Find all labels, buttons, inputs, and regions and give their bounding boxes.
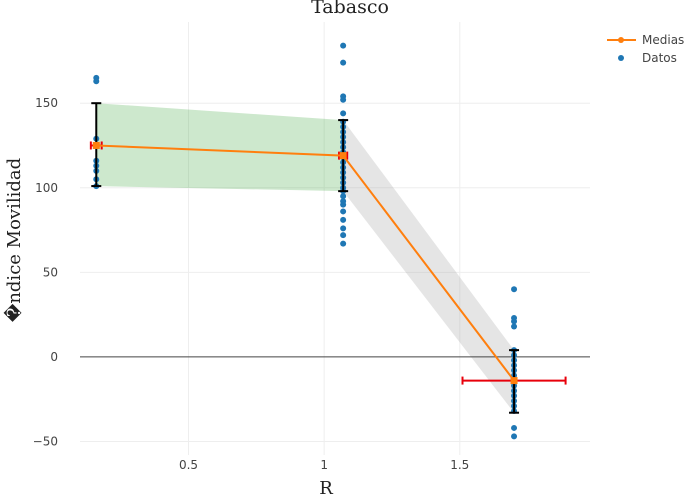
data-point <box>340 208 347 215</box>
x-axis-title: R <box>319 478 333 499</box>
x-tick-label: 0.5 <box>179 458 198 472</box>
data-point <box>340 193 347 200</box>
y-tick-label: 100 <box>35 181 58 195</box>
data-point <box>511 433 518 440</box>
grid <box>80 22 590 455</box>
data-point <box>340 216 347 223</box>
legend-item-datos[interactable]: Datos <box>618 51 677 65</box>
mean-marker <box>339 152 347 160</box>
data-point <box>340 201 347 208</box>
legend: Medias Datos <box>607 33 684 65</box>
data-point <box>340 96 347 103</box>
y-tick-label: 150 <box>35 96 58 110</box>
data-point <box>340 42 347 49</box>
data-point <box>93 78 100 85</box>
legend-label-medias: Medias <box>642 33 684 47</box>
y-axis-title: �ndice Movilidad <box>3 158 25 322</box>
data-point <box>511 424 518 431</box>
data-point <box>511 286 518 293</box>
legend-item-medias[interactable]: Medias <box>607 33 684 47</box>
y-tick-label: 0 <box>50 350 58 364</box>
data-point <box>511 318 518 325</box>
mean-marker <box>92 141 100 149</box>
legend-marker-datos <box>618 55 624 61</box>
data-point <box>340 232 347 239</box>
band-green <box>96 103 344 192</box>
x-tick-label: 1 <box>320 458 328 472</box>
chart-title: Tabasco <box>311 0 389 18</box>
data-point <box>340 225 347 232</box>
confidence-bands <box>96 103 515 413</box>
data-point <box>511 323 518 330</box>
band-gray <box>343 120 515 413</box>
legend-label-datos: Datos <box>642 51 677 65</box>
tick-labels: 0.5 1 1.5 −50 0 50 100 150 <box>33 96 470 472</box>
mean-marker <box>510 377 518 385</box>
data-point <box>340 59 347 66</box>
x-tick-label: 1.5 <box>450 458 469 472</box>
data-point <box>340 110 347 117</box>
y-tick-label: 50 <box>43 265 58 279</box>
data-points <box>93 42 518 440</box>
means-series <box>92 141 518 385</box>
data-point <box>340 240 347 247</box>
y-tick-label: −50 <box>33 434 58 448</box>
legend-marker-medias <box>618 37 624 43</box>
